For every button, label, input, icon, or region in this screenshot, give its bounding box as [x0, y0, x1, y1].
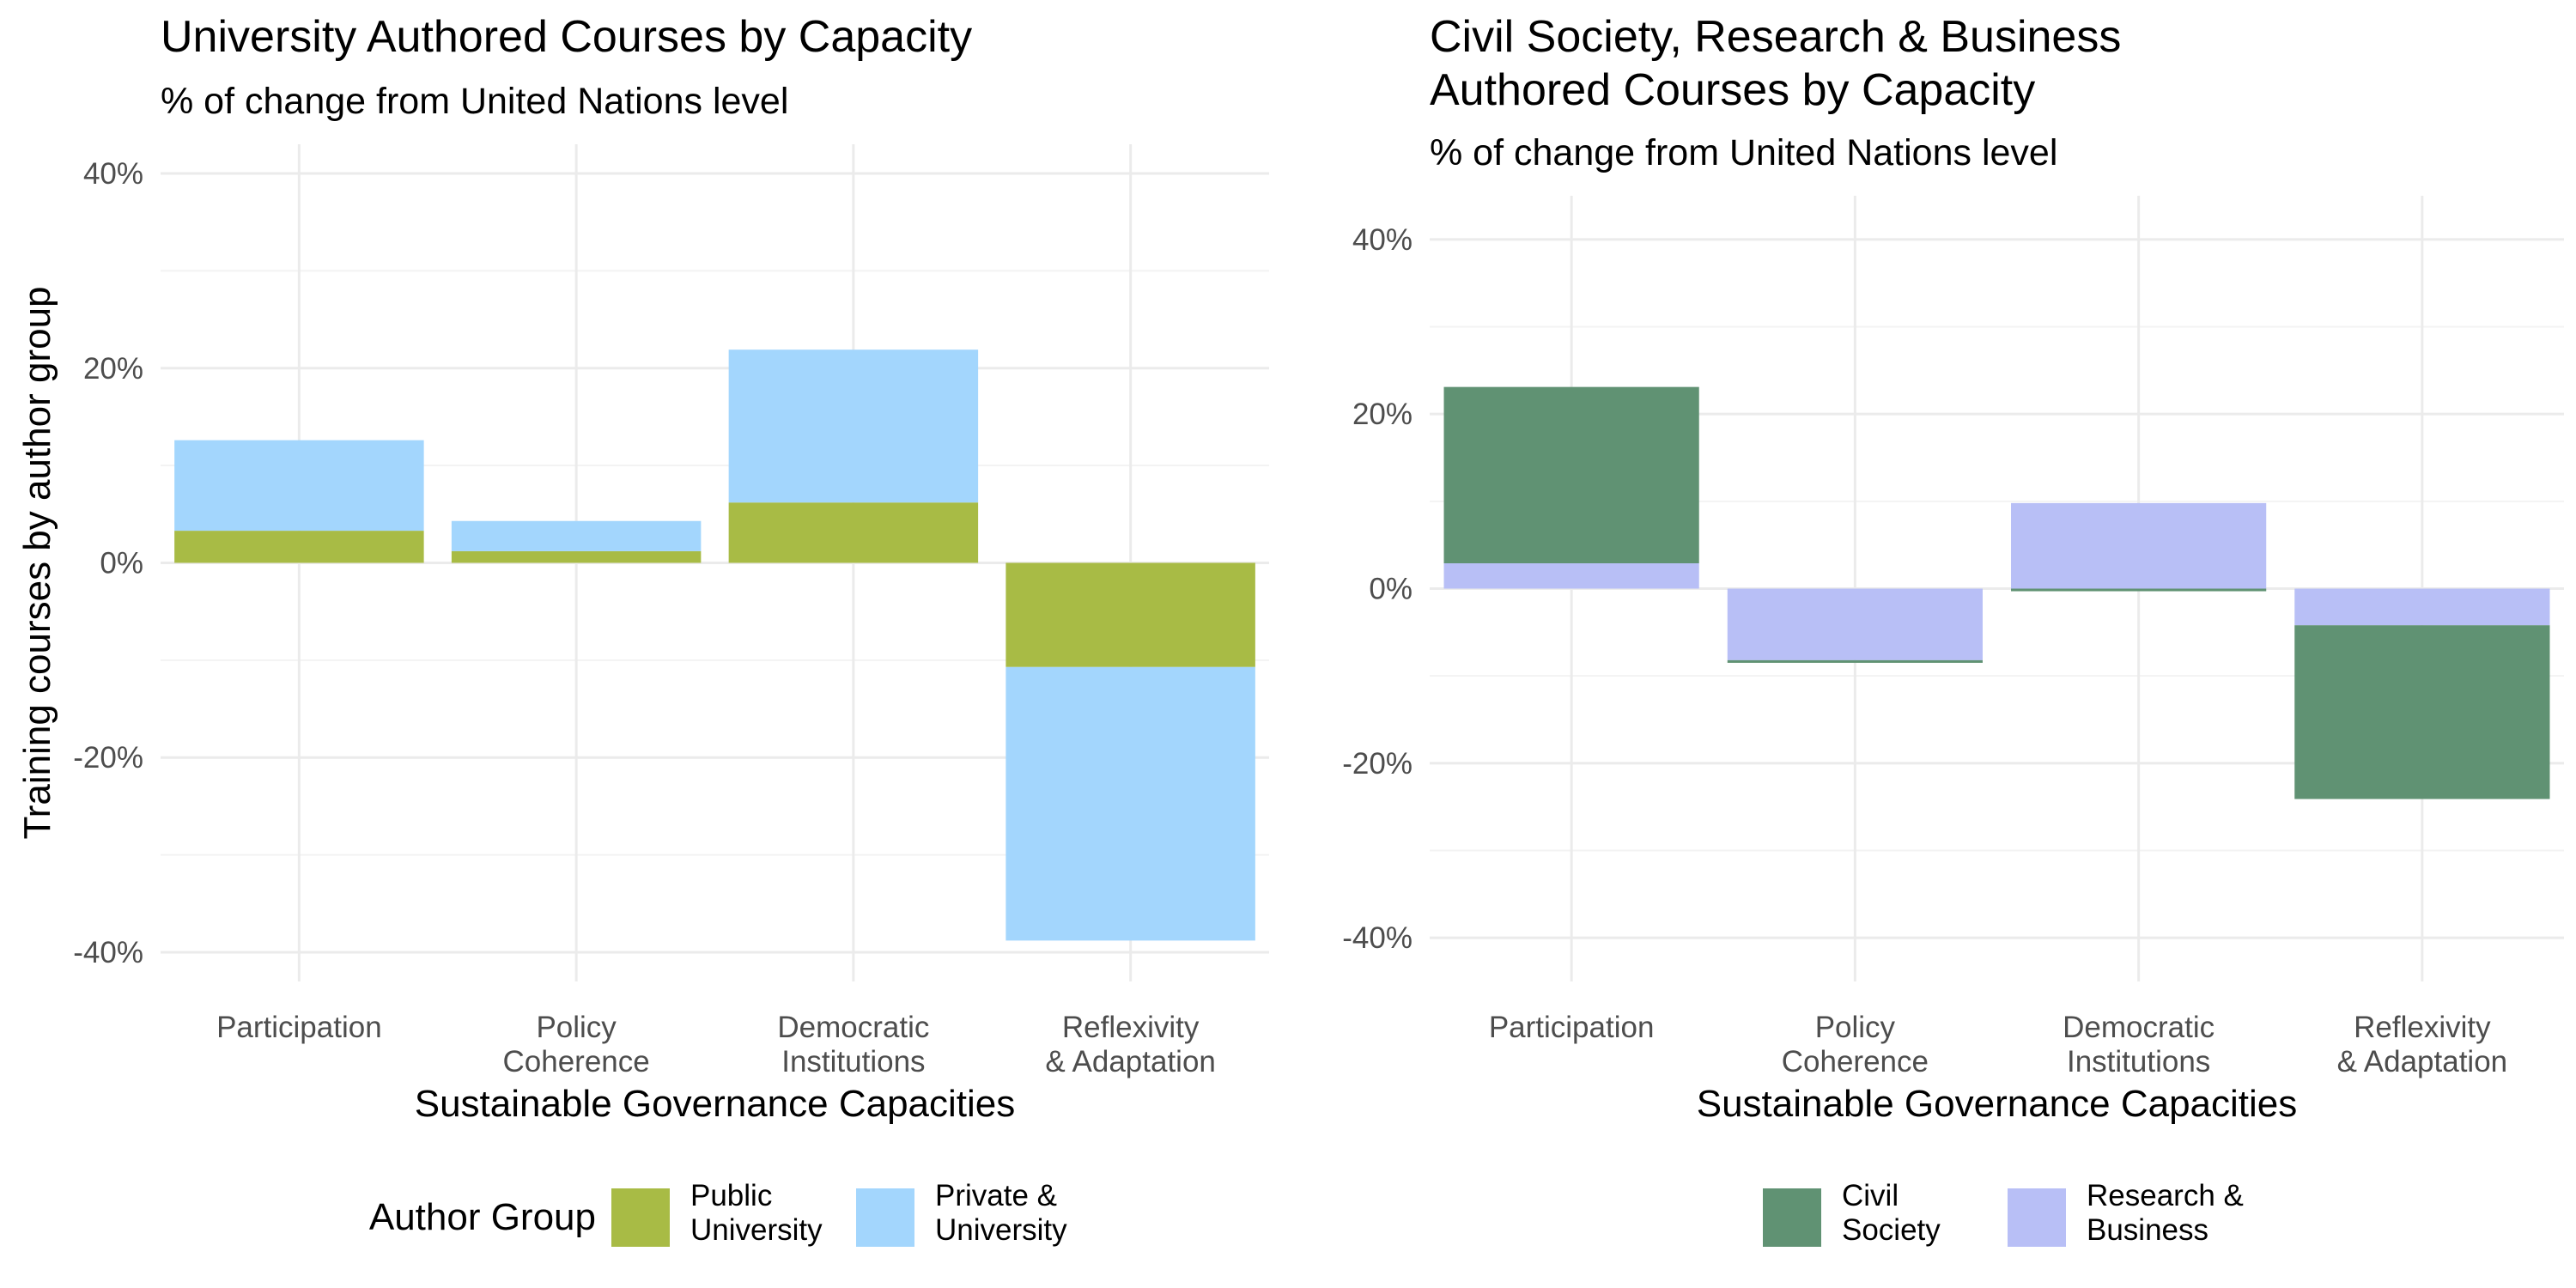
legend-title: Author Group: [369, 1196, 596, 1238]
bar-public-university-3: [728, 502, 979, 563]
y-tick-label: 0%: [100, 547, 143, 580]
bar-research-business-3: [2011, 502, 2267, 589]
legend-label: Research & Business: [2087, 1179, 2244, 1247]
y-axis-title: Training courses by author group: [16, 286, 58, 839]
x-axis-title: Sustainable Governance Capacities: [1697, 1083, 2298, 1125]
x-tick-label: Policy Coherence: [1782, 1011, 1929, 1078]
x-tick-label: Reflexivity & Adaptation: [2337, 1011, 2508, 1078]
bar-research-business-2: [1727, 588, 1983, 660]
bar-public-university-4: [1005, 562, 1255, 667]
y-tick-label: 0%: [1369, 573, 1413, 606]
y-tick-label: -40%: [73, 936, 143, 969]
bar-private-university-4: [1005, 666, 1255, 941]
legend-label: Public University: [690, 1179, 823, 1247]
legend-key-research-business: [2008, 1188, 2066, 1247]
legend-key-private-university: [856, 1188, 914, 1247]
x-tick-label: Democratic Institutions: [777, 1011, 929, 1078]
bar-public-university-1: [174, 531, 424, 563]
y-tick-label: 20%: [1352, 398, 1413, 431]
bar-public-university-2: [451, 550, 702, 563]
bar-research-business-4: [2294, 588, 2550, 626]
legend: Civil Society Research & Business: [1763, 1179, 2244, 1247]
y-tick-label: -20%: [73, 741, 143, 775]
legend-key-public-university: [611, 1188, 670, 1247]
chart-subtitle: % of change from United Nations level: [1430, 132, 2057, 173]
chart-subtitle: % of change from United Nations level: [161, 81, 788, 122]
bar-research-business-1: [1443, 563, 1699, 589]
legend: Author Group Public University Private & Uni…: [369, 1179, 1067, 1247]
bar-civil-society-3: [2011, 588, 2267, 592]
y-tick-label: -40%: [1342, 921, 1413, 955]
legend-label: Private & University: [935, 1179, 1067, 1247]
x-axis-title: Sustainable Governance Capacities: [415, 1083, 1016, 1125]
chart-title: University Authored Courses by Capacity: [161, 12, 972, 62]
bar-private-university-3: [728, 349, 979, 503]
x-tick-label: Democratic Institutions: [2063, 1011, 2215, 1078]
chart-title: Civil Society, Research & Business Author…: [1430, 12, 2121, 115]
y-tick-label: 40%: [1352, 223, 1413, 257]
x-tick-label: Reflexivity & Adaptation: [1045, 1011, 1216, 1078]
x-tick-label: Participation: [1489, 1011, 1655, 1044]
bar-private-university-1: [174, 440, 424, 532]
chart-panel-1: University Authored Courses by Capacity%…: [16, 12, 1269, 1247]
chart-panel-2: Civil Society, Research & Business Author…: [1342, 12, 2564, 1247]
legend-label: Civil Society: [1842, 1179, 1941, 1247]
bar-civil-society-2: [1727, 659, 1983, 663]
y-tick-label: 20%: [83, 352, 143, 386]
x-tick-label: Policy Coherence: [503, 1011, 650, 1078]
x-tick-label: Participation: [216, 1011, 382, 1044]
bar-civil-society-1: [1443, 386, 1699, 564]
legend-key-civil-society: [1763, 1188, 1821, 1247]
bar-private-university-2: [451, 520, 702, 551]
y-tick-label: 40%: [83, 157, 143, 191]
y-tick-label: -20%: [1342, 747, 1413, 781]
bar-civil-society-4: [2294, 625, 2550, 799]
